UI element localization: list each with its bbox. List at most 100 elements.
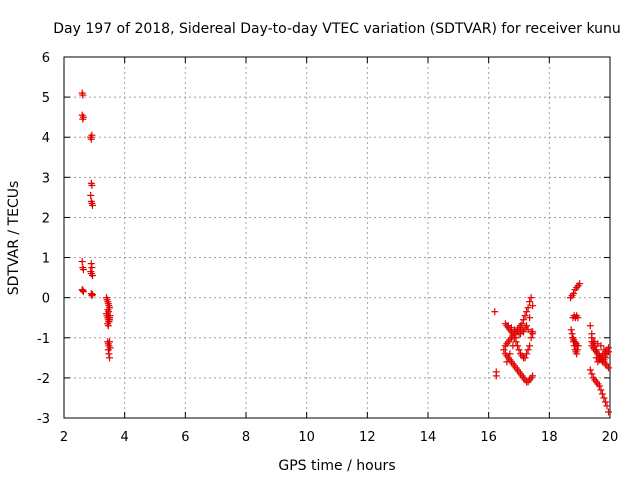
x-axis-label: GPS time / hours [278, 458, 395, 474]
data-point [600, 394, 608, 402]
data-point [529, 330, 537, 338]
data-point [520, 328, 528, 336]
data-point [586, 322, 594, 330]
data-point [588, 370, 596, 378]
grid-lines [64, 57, 610, 418]
data-point [79, 266, 87, 274]
x-tick-label: 14 [420, 430, 437, 445]
data-point [604, 408, 612, 416]
data-point [523, 322, 531, 330]
data-point [491, 308, 499, 316]
data-points [78, 89, 612, 416]
data-point [89, 290, 97, 298]
data-point [89, 201, 97, 209]
data-point [603, 402, 611, 410]
data-point [573, 350, 581, 358]
data-point [518, 320, 526, 328]
x-tick-label: 20 [602, 430, 619, 445]
x-tick-label: 10 [298, 430, 315, 445]
data-point [603, 350, 611, 358]
data-point [523, 350, 531, 358]
data-point [597, 386, 605, 394]
y-tick-label: 2 [42, 211, 50, 226]
data-point [88, 131, 96, 139]
y-tick-label: -3 [37, 412, 50, 427]
data-point [78, 111, 86, 119]
data-point [588, 334, 596, 342]
data-point [524, 304, 532, 312]
data-point [524, 346, 532, 354]
data-point [527, 334, 535, 342]
y-tick-label: 1 [42, 252, 50, 267]
data-point [574, 314, 582, 322]
data-point [529, 302, 537, 310]
data-point [500, 346, 508, 354]
data-point [601, 398, 609, 406]
data-point [523, 308, 531, 316]
x-tick-label: 8 [242, 430, 250, 445]
y-tick-label: -1 [37, 332, 50, 347]
data-point [526, 314, 534, 322]
data-point [529, 372, 537, 380]
data-point [106, 312, 114, 320]
y-tick-label: 5 [42, 91, 50, 106]
data-point [106, 338, 113, 346]
y-tick-label: -2 [37, 372, 50, 387]
data-point [594, 350, 602, 358]
y-axis-label: SDTVAR / TECUs [6, 181, 22, 296]
data-point [509, 330, 517, 338]
data-point [88, 292, 96, 300]
data-point [604, 364, 612, 372]
data-point [79, 115, 87, 123]
data-point [520, 316, 528, 324]
data-point [87, 191, 95, 199]
data-point [526, 298, 534, 306]
data-point [87, 260, 95, 268]
y-tick-label: 6 [42, 51, 50, 66]
data-point [503, 358, 511, 366]
data-point [105, 350, 113, 358]
x-tick-label: 2 [60, 430, 68, 445]
x-tick-label: 18 [541, 430, 558, 445]
data-point [87, 135, 95, 143]
x-tick-label: 16 [480, 430, 497, 445]
x-tick-label: 6 [181, 430, 189, 445]
chart-title: Day 197 of 2018, Sidereal Day-to-day VTE… [53, 21, 621, 37]
data-point [600, 346, 608, 354]
data-point [597, 342, 605, 350]
y-tick-label: 3 [42, 171, 50, 186]
data-point [79, 288, 87, 296]
data-point [506, 350, 514, 358]
data-point [595, 382, 603, 390]
data-point [601, 354, 609, 362]
x-tick-label: 4 [121, 430, 129, 445]
data-point [567, 326, 575, 334]
data-point [78, 258, 86, 266]
y-tick-label: 0 [42, 292, 50, 307]
data-point [527, 294, 535, 302]
data-point [521, 312, 529, 320]
data-point [598, 390, 606, 398]
data-point [106, 354, 113, 362]
data-point [509, 342, 517, 350]
data-point [104, 346, 112, 354]
plot-frame [63, 56, 611, 419]
data-point [515, 346, 523, 354]
data-point [79, 286, 87, 294]
data-point [592, 346, 600, 354]
data-point [88, 264, 96, 272]
data-point [492, 372, 500, 380]
data-point [88, 181, 96, 189]
y-tick-label: 4 [42, 131, 50, 146]
data-point [104, 322, 112, 330]
data-point [576, 280, 584, 288]
data-point [79, 91, 87, 99]
data-point [586, 366, 594, 374]
data-point [512, 334, 520, 342]
data-point [89, 272, 97, 280]
data-point [570, 290, 578, 298]
data-point [106, 316, 113, 324]
data-point [521, 354, 529, 362]
